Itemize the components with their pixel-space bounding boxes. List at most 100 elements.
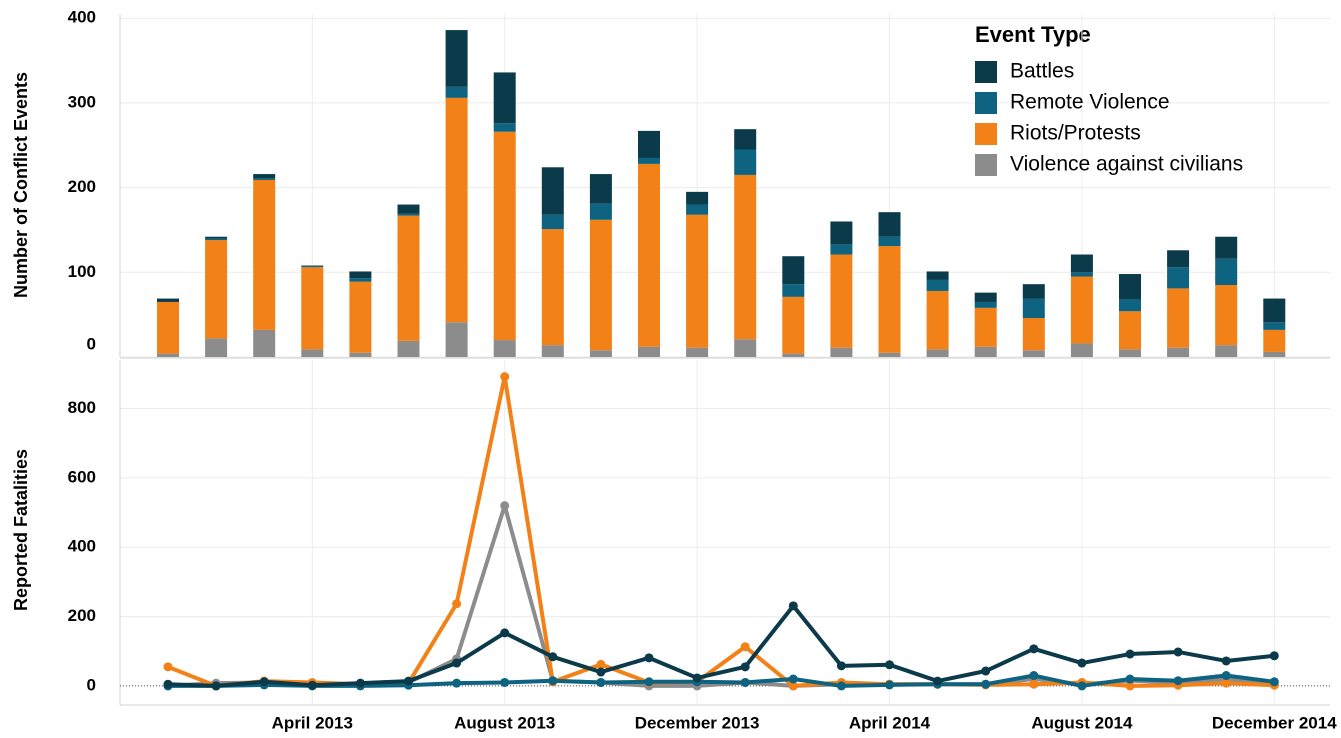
bar-segment <box>830 244 853 255</box>
bar-segment <box>349 352 372 357</box>
y-tick-label: 400 <box>68 537 96 556</box>
point <box>740 642 750 652</box>
bar-segment <box>1215 258 1238 286</box>
y-axis-title: Number of Conflict Events <box>11 72 31 298</box>
point <box>981 666 991 676</box>
bar-segment <box>686 204 709 215</box>
bar-segment <box>445 97 468 323</box>
legend-swatch <box>975 92 997 114</box>
bar-segment <box>493 123 516 132</box>
bar-segment <box>1263 351 1286 357</box>
point <box>1221 671 1231 681</box>
bar-segment <box>541 345 564 357</box>
point <box>259 677 269 687</box>
y-tick-label: 800 <box>68 398 96 417</box>
point <box>740 677 750 687</box>
x-tick-label: August 2014 <box>1031 713 1133 732</box>
legend-label: Riots/Protests <box>1010 122 1141 145</box>
bar-segment <box>445 30 468 87</box>
bar-segment <box>541 229 564 346</box>
bar-segment <box>301 267 324 350</box>
point <box>1221 678 1231 688</box>
point <box>1269 677 1279 687</box>
bar-segment <box>926 349 949 357</box>
point <box>500 501 510 511</box>
bar-segment <box>686 191 709 205</box>
point <box>885 660 894 670</box>
point <box>836 681 846 691</box>
legend-label: Battles <box>1010 60 1074 83</box>
bar-segment <box>830 221 853 245</box>
bar-segment <box>1263 322 1286 330</box>
x-tick-label: December 2013 <box>635 713 760 732</box>
y-tick-label: 0 <box>87 675 96 694</box>
bar-segment <box>1167 250 1190 268</box>
bar-segment <box>1119 274 1141 300</box>
point <box>163 679 173 689</box>
point <box>548 652 558 662</box>
bar-segment <box>493 340 516 357</box>
bar-segment <box>1022 318 1045 351</box>
bar-segment <box>1215 236 1238 259</box>
bar-segment <box>589 350 612 357</box>
point <box>1125 649 1135 659</box>
legend-swatch <box>975 154 997 176</box>
y-tick-label: 400 <box>68 8 96 27</box>
y-tick-label: 0 <box>87 334 96 353</box>
bar-segment <box>1070 272 1093 277</box>
point <box>355 678 365 688</box>
point <box>1269 651 1279 661</box>
point <box>500 628 510 638</box>
bar-segment <box>974 307 997 347</box>
point <box>836 661 846 671</box>
point <box>1077 681 1087 691</box>
bar-segment <box>1167 288 1190 348</box>
point <box>1077 658 1087 668</box>
bar-segment <box>974 301 997 308</box>
y-tick-label: 300 <box>68 92 96 111</box>
bar-segment <box>1022 284 1045 299</box>
point <box>1173 676 1183 686</box>
bar-segment <box>878 212 901 237</box>
bar-segment <box>830 347 853 357</box>
bar-segment <box>397 340 420 357</box>
bar-segment <box>734 339 757 357</box>
bar-segment <box>782 284 805 297</box>
point <box>548 676 558 686</box>
point <box>1125 674 1135 684</box>
point <box>452 599 462 609</box>
point <box>788 601 798 611</box>
bar-segment <box>734 174 757 340</box>
point <box>211 681 221 691</box>
bar-segment <box>926 279 949 291</box>
bar-segment <box>493 72 516 124</box>
x-tick-label: April 2014 <box>849 713 931 732</box>
bar-segment <box>638 163 660 347</box>
bar-segment <box>541 167 564 215</box>
point <box>644 677 654 687</box>
bar-segment <box>878 236 901 247</box>
y-axis-title: Reported Fatalities <box>11 449 31 611</box>
x-tick-label: August 2013 <box>454 713 555 732</box>
bar-segment <box>157 301 179 354</box>
bar-segment <box>1070 254 1093 273</box>
bar-segment <box>397 204 420 214</box>
point <box>981 679 991 689</box>
bar-segment <box>445 86 468 98</box>
bar-segment <box>157 298 179 302</box>
bar-segment <box>638 157 660 164</box>
point <box>307 680 317 690</box>
point <box>163 662 173 672</box>
bar-segment <box>974 292 997 302</box>
bar-segment <box>589 174 612 204</box>
point <box>1221 656 1231 666</box>
legend-swatch <box>975 123 997 145</box>
legend-title: Event Type <box>975 22 1091 47</box>
legend-label: Remote Violence <box>1010 91 1170 114</box>
bar-segment <box>253 174 276 179</box>
bar-segment <box>638 130 660 158</box>
bar-segment <box>974 346 997 357</box>
bar-segment <box>1022 298 1045 319</box>
point <box>404 676 413 686</box>
